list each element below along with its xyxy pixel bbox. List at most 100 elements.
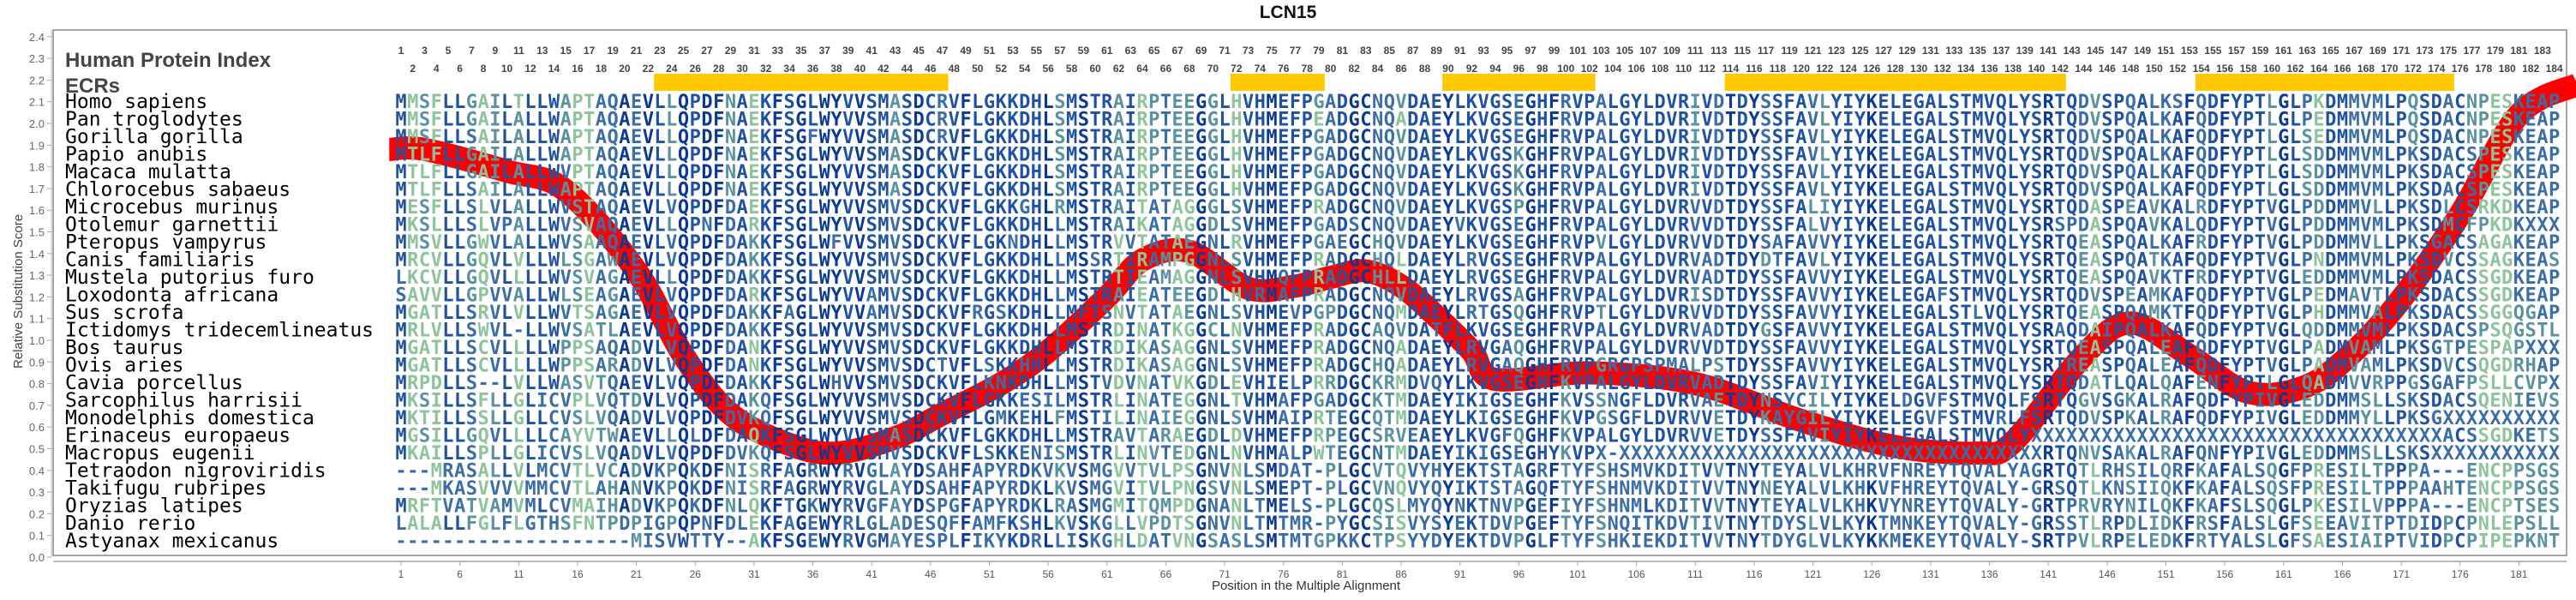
residue: E [1278,92,1289,113]
residue: S [902,92,913,113]
residue: V [842,127,854,148]
residue: V [2089,127,2100,148]
residue: S [1078,92,1089,113]
residue: - [442,531,453,553]
species-label: Takifugu rubripes [65,477,267,500]
residue: P [572,145,583,166]
species-label: Monodelphis domestica [65,407,315,429]
species-label: Sarcophilus harrisii [65,390,303,412]
residue: R [1678,127,1690,148]
residue: Y [2231,92,2243,113]
residue: S [866,127,878,148]
x-tick-label: 61 [1101,568,1113,580]
residue: N [1372,127,1383,148]
chart-title: LCN15 [1260,3,1317,22]
residue: M [1266,92,1277,113]
residue: F [431,145,442,166]
residue: L [2266,92,2277,113]
residue: G [1489,127,1501,148]
x-tick-label: 26 [690,568,702,580]
y-tick-label: 1.3 [29,269,45,282]
residue: H [1231,110,1242,131]
position-index: 54 [1019,63,1031,75]
position-index: 131 [1922,45,1939,57]
y-tick-label: 2.3 [29,52,45,65]
residue: I [1690,92,1701,113]
position-index: 42 [878,63,890,75]
position-index: 154 [2193,63,2210,75]
residue: V [1395,92,1406,113]
residue: R [1678,92,1690,113]
residue: G [1525,127,1536,148]
position-index: 9 [492,45,498,57]
residue: L [1454,92,1465,113]
residue: P [1302,110,1313,131]
residue: W [819,110,831,131]
residue: A [2172,110,2184,131]
position-index: 26 [690,63,702,75]
residue: H [1537,92,1548,113]
residue: S [2501,110,2513,131]
residue: A [1395,110,1406,131]
residue: P [1302,127,1313,148]
residue: K [1866,110,1878,131]
residue: G [1914,92,1925,113]
ecr-bars [654,74,2454,91]
residue: Y [1442,127,1454,148]
position-index: 12 [524,63,536,75]
position-index: 95 [1501,45,1513,57]
residue: G [2278,127,2289,148]
residue: V [1243,92,1254,113]
residue: H [1231,92,1242,113]
residue: L [1043,92,1054,113]
residue: S [2031,110,2042,131]
position-index: 121 [1805,45,1822,57]
residue: P [2395,92,2406,113]
residue: F [2184,110,2195,131]
position-index: 136 [1981,63,1998,75]
position-index: 77 [1290,45,1302,57]
residue: L [1608,110,1619,131]
position-index: 24 [666,63,678,75]
residue: M [395,92,406,113]
position-index: 32 [760,63,772,75]
x-tick-label: 51 [984,568,996,580]
residue: S [419,92,430,113]
residue: L [524,110,536,131]
residue: A [1113,127,1124,148]
residue: V [1807,92,1818,113]
residue: - [501,531,512,553]
position-index: 84 [1372,63,1384,75]
residue: A [1925,110,1936,131]
position-index: 166 [2333,63,2351,75]
residue: Y [1631,127,1643,148]
residue: M [1066,127,1077,148]
residue: G [795,110,806,131]
residue: L [1219,110,1230,131]
species-label: Ovis aries [65,355,183,377]
residue: S [1501,110,1513,131]
residue: V [1572,92,1583,113]
residue: L [2148,92,2160,113]
residue: M [1266,110,1277,131]
score-curve [388,74,2576,465]
position-index: 142 [2052,63,2069,75]
residue: N [725,92,736,113]
residue: Q [2125,92,2136,113]
residue: A [2136,92,2148,113]
residue: L [454,145,465,166]
position-index: 129 [1898,45,1915,57]
residue: L [442,110,453,131]
residue: G [1207,110,1219,131]
residue: G [1349,92,1360,113]
residue: L [2384,92,2395,113]
sequence-row: MMSFLLSAILALLWAPTAQAEVLLQPDFNAEKFSGFWYVV… [395,127,2560,148]
residue: S [1772,127,1783,148]
position-index: 177 [2463,45,2480,57]
residue: L [666,127,677,148]
y-tick-label: 1.0 [29,334,45,347]
residue: D [2325,92,2336,113]
residue: P [2549,127,2560,148]
position-index: 148 [2122,63,2139,75]
residue: D [1019,92,1030,113]
